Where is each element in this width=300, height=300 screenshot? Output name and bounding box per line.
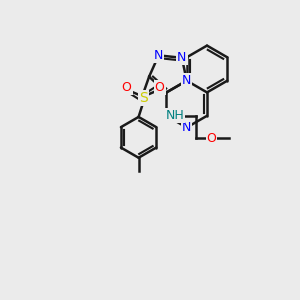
Text: N: N [182, 121, 191, 134]
Text: NH: NH [166, 109, 184, 122]
Text: N: N [154, 49, 163, 62]
Text: O: O [122, 81, 131, 94]
Text: O: O [154, 81, 164, 94]
Text: N: N [182, 74, 191, 87]
Text: O: O [206, 132, 216, 145]
Text: S: S [139, 91, 148, 105]
Text: N: N [177, 51, 187, 64]
